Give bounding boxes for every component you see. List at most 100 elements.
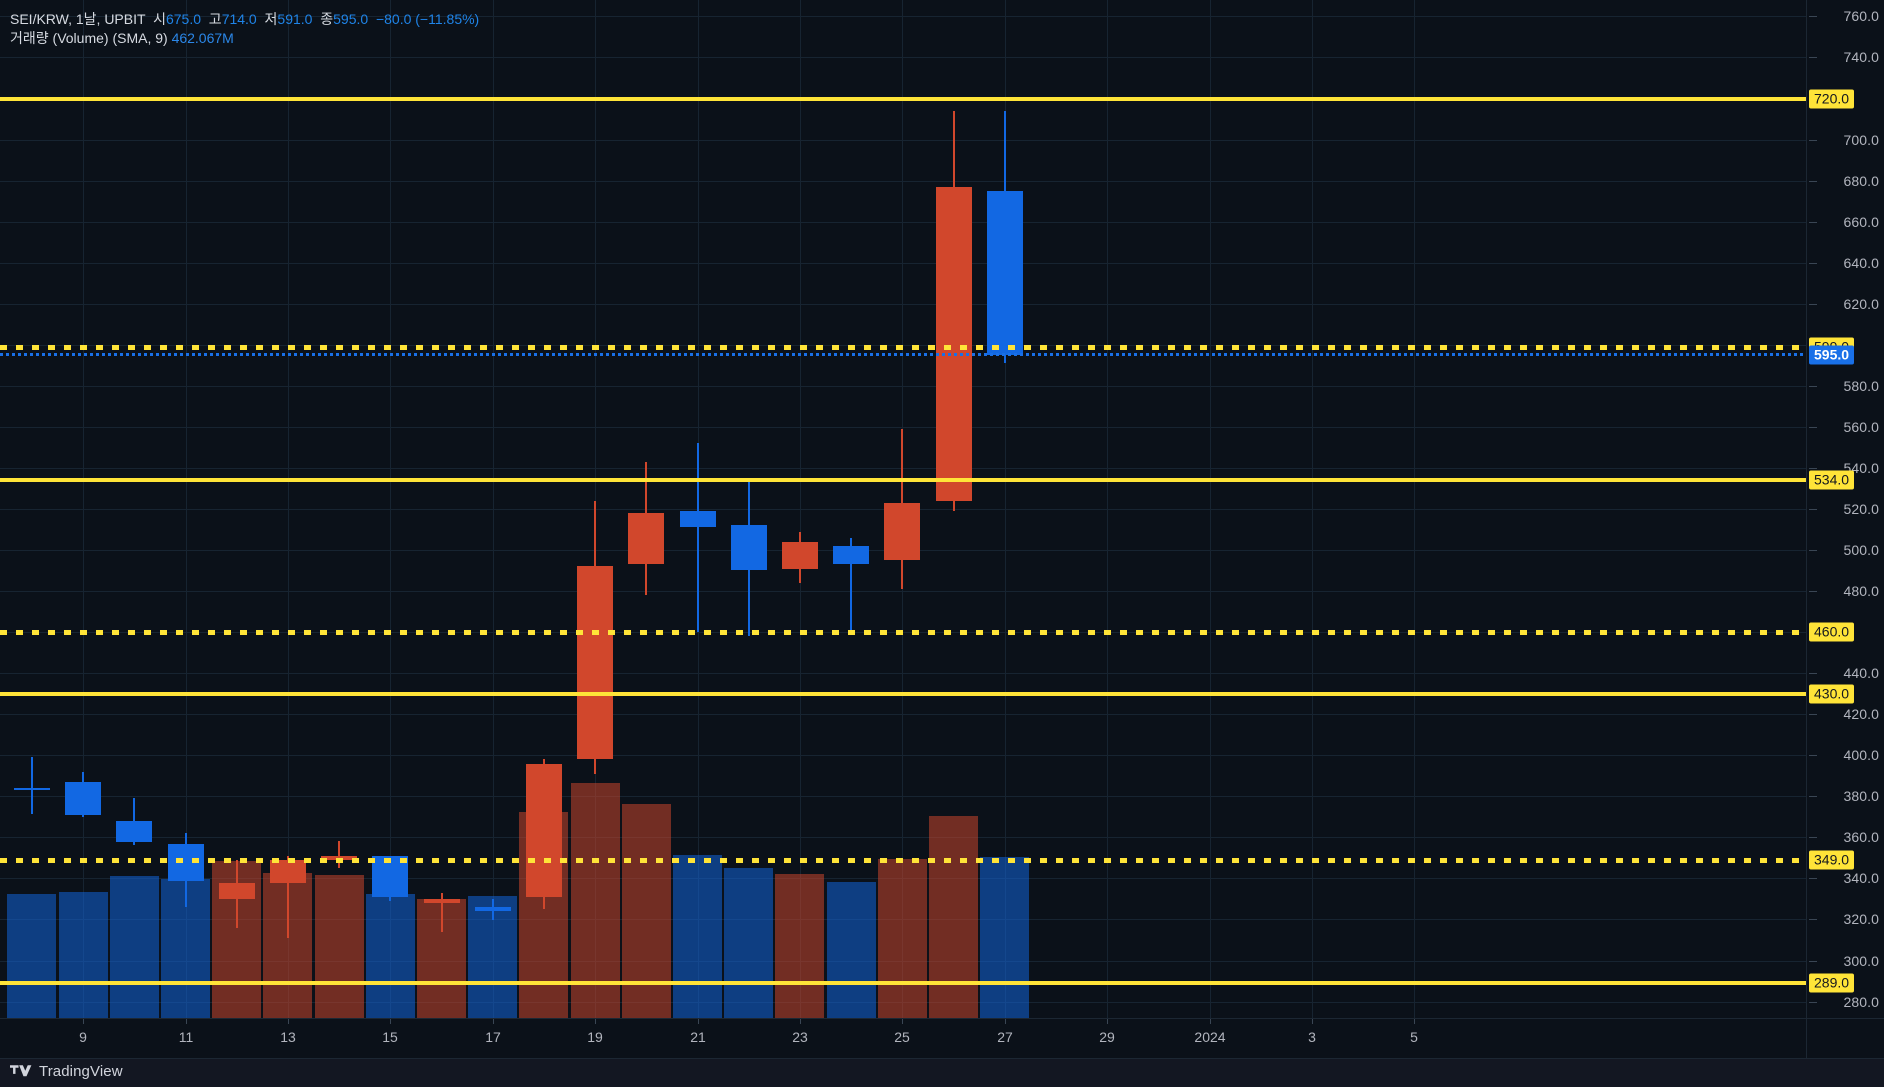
price-line-349[interactable] bbox=[0, 858, 1806, 863]
candle-body[interactable] bbox=[270, 860, 306, 883]
axis-corner bbox=[1806, 1018, 1884, 1059]
price-tag-430[interactable]: 430.0 bbox=[1809, 684, 1855, 704]
legend-volume-value: 462.067M bbox=[171, 30, 234, 46]
candle-body[interactable] bbox=[628, 513, 664, 564]
time-axis-label: 19 bbox=[587, 1029, 603, 1045]
candle-body[interactable] bbox=[833, 546, 869, 564]
price-axis-label: 400.0 bbox=[1843, 747, 1879, 764]
price-plot-area[interactable] bbox=[0, 0, 1806, 1018]
legend-ohlc-key: 종 bbox=[316, 11, 334, 27]
candle-body[interactable] bbox=[731, 525, 767, 570]
gridline-horizontal bbox=[0, 755, 1806, 757]
candle-body[interactable] bbox=[936, 187, 972, 501]
candle-body[interactable] bbox=[577, 566, 613, 759]
gridline-horizontal bbox=[0, 426, 1806, 428]
volume-bar bbox=[571, 783, 620, 1018]
price-line-534[interactable] bbox=[0, 478, 1806, 482]
price-axis-label: 380.0 bbox=[1843, 788, 1879, 805]
candle-body[interactable] bbox=[884, 503, 920, 560]
candle-wick bbox=[31, 757, 33, 814]
legend-ohlc-value: 591.0 bbox=[277, 11, 317, 27]
volume-bar bbox=[622, 804, 671, 1018]
tradingview-logo[interactable]: TradingView bbox=[10, 1063, 123, 1080]
legend-ohlc-key: 저 bbox=[260, 11, 278, 27]
candle-body[interactable] bbox=[987, 191, 1023, 355]
price-tick-mark bbox=[1809, 221, 1817, 223]
candle-body[interactable] bbox=[526, 764, 562, 897]
price-tag-460[interactable]: 460.0 bbox=[1809, 622, 1855, 642]
price-line-289[interactable] bbox=[0, 981, 1806, 985]
time-tick-mark bbox=[1005, 1019, 1006, 1024]
candle-wick bbox=[850, 538, 852, 634]
time-tick-mark bbox=[1107, 1019, 1108, 1024]
candle-body[interactable] bbox=[424, 899, 460, 903]
candle-body[interactable] bbox=[475, 907, 511, 911]
gridline-horizontal bbox=[0, 837, 1806, 839]
legend-ohlc-value: 714.0 bbox=[221, 11, 261, 27]
gridline-horizontal bbox=[0, 139, 1806, 141]
price-tag-720[interactable]: 720.0 bbox=[1809, 89, 1855, 109]
candle-body[interactable] bbox=[65, 782, 101, 815]
price-tick-mark bbox=[1809, 550, 1817, 552]
price-tag-595[interactable]: 595.0 bbox=[1809, 345, 1855, 365]
time-axis[interactable]: 9 11 13 15 17 19 21 23 25 27 29 2024 3 5 bbox=[0, 1018, 1806, 1059]
legend-symbol-title[interactable]: SEI/KRW, 1날, UPBIT bbox=[10, 11, 146, 27]
time-tick-mark bbox=[493, 1019, 494, 1024]
price-tag-534[interactable]: 534.0 bbox=[1809, 470, 1855, 490]
price-axis-label: 640.0 bbox=[1843, 254, 1879, 271]
time-tick-mark bbox=[390, 1019, 391, 1024]
legend-ohlc-key: 고 bbox=[204, 11, 222, 27]
gridline-vertical bbox=[1312, 0, 1313, 1018]
price-tag-289[interactable]: 289.0 bbox=[1809, 973, 1855, 993]
price-tick-mark bbox=[1809, 385, 1817, 387]
candle-body[interactable] bbox=[782, 542, 818, 569]
gridline-vertical bbox=[800, 0, 801, 1018]
price-axis-label: 580.0 bbox=[1843, 377, 1879, 394]
time-tick-mark bbox=[902, 1019, 903, 1024]
candle-body[interactable] bbox=[116, 821, 152, 842]
price-line-720[interactable] bbox=[0, 97, 1806, 101]
gridline-horizontal bbox=[0, 221, 1806, 223]
volume-bar bbox=[7, 894, 56, 1018]
candle-wick bbox=[338, 841, 340, 868]
candle-body[interactable] bbox=[219, 883, 255, 899]
price-tick-mark bbox=[1809, 837, 1817, 839]
time-axis-label: 3 bbox=[1308, 1029, 1316, 1045]
gridline-horizontal bbox=[0, 714, 1806, 716]
price-tick-mark bbox=[1809, 591, 1817, 593]
price-tick-mark bbox=[1809, 673, 1817, 675]
volume-bar bbox=[59, 892, 108, 1018]
time-axis-label: 25 bbox=[894, 1029, 910, 1045]
time-tick-mark bbox=[288, 1019, 289, 1024]
legend-ohlc-value: 595.0 bbox=[333, 11, 373, 27]
legend-ohlc-value: 675.0 bbox=[165, 11, 205, 27]
time-tick-mark bbox=[186, 1019, 187, 1024]
price-axis-label: 440.0 bbox=[1843, 665, 1879, 682]
volume-bar bbox=[775, 874, 824, 1018]
gridline-vertical bbox=[83, 0, 84, 1018]
price-line-430[interactable] bbox=[0, 692, 1806, 696]
tradingview-logo-text: TradingView bbox=[39, 1063, 123, 1080]
gridline-vertical bbox=[390, 0, 391, 1018]
price-axis-label: 740.0 bbox=[1843, 49, 1879, 66]
legend-ohlc-row[interactable]: SEI/KRW, 1날, UPBIT 시675.0 고714.0 저591.0 … bbox=[10, 10, 479, 29]
gridline-horizontal bbox=[0, 180, 1806, 182]
legend-volume-row[interactable]: 거래량 (Volume) (SMA, 9) 462.067M bbox=[10, 29, 479, 48]
price-line-599[interactable] bbox=[0, 345, 1806, 350]
price-axis-label: 280.0 bbox=[1843, 993, 1879, 1010]
time-axis-label: 5 bbox=[1410, 1029, 1418, 1045]
time-axis-label: 27 bbox=[997, 1029, 1013, 1045]
price-tag-349[interactable]: 349.0 bbox=[1809, 850, 1855, 870]
candle-body[interactable] bbox=[680, 511, 716, 527]
time-axis-label: 15 bbox=[382, 1029, 398, 1045]
candle-body[interactable] bbox=[14, 788, 50, 790]
price-tick-mark bbox=[1809, 960, 1817, 962]
price-line-595[interactable] bbox=[0, 353, 1806, 356]
price-tick-mark bbox=[1809, 1001, 1817, 1003]
price-axis[interactable]: 760.0 740.0 700.0 680.0 660.0 640.0 620.0 580.0… bbox=[1806, 0, 1884, 1018]
price-line-460[interactable] bbox=[0, 630, 1806, 635]
gridline-vertical bbox=[493, 0, 494, 1018]
footer-bar bbox=[0, 1058, 1884, 1087]
volume-bar bbox=[315, 875, 364, 1018]
